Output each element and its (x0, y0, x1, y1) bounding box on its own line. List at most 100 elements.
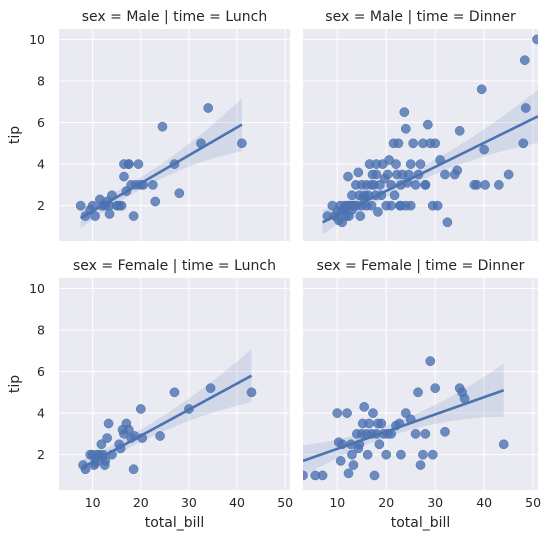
regression-line (80, 123, 243, 220)
data-point (480, 180, 490, 190)
data-point (520, 103, 531, 113)
facet-panel-4: sex = Female | time = Dinner 10 20 30 40 50 to… (303, 258, 541, 531)
data-point (389, 190, 400, 201)
data-point (418, 449, 428, 460)
data-point (386, 200, 396, 211)
x-tick-label: 50 (277, 495, 293, 510)
data-point (366, 200, 377, 211)
data-point (479, 144, 489, 155)
regression-line (322, 115, 538, 224)
data-point (430, 138, 441, 149)
plot-area (75, 98, 247, 229)
data-point (368, 408, 378, 418)
facet-title: sex = Male | time = Dinner (325, 9, 516, 25)
y-tick-label: 8 (37, 73, 45, 88)
data-point (415, 460, 426, 470)
data-point (355, 211, 366, 221)
x-tick-label: 40 (476, 495, 492, 510)
data-point (503, 169, 514, 180)
data-point (317, 470, 328, 481)
y-tick-label: 10 (29, 32, 45, 47)
data-point (342, 408, 352, 418)
data-point (376, 418, 387, 429)
data-point (119, 171, 129, 182)
data-point (353, 167, 364, 178)
facet-panel-3: sex = Female | time = Lunch 2 4 6 8 10 10 20 30 4… (7, 258, 293, 531)
data-point (203, 103, 214, 113)
data-point (128, 211, 139, 221)
data-point (393, 138, 404, 149)
x-tick-label: 50 (525, 495, 541, 510)
data-point (343, 468, 354, 479)
data-point (128, 464, 139, 475)
data-point (359, 402, 370, 412)
data-point (408, 138, 419, 149)
data-point (96, 439, 107, 450)
facet-panel-1: sex = Male | time = Lunch 2 4 6 8 10 tip (7, 9, 290, 241)
data-point (169, 387, 180, 398)
data-point (343, 171, 353, 182)
y-tick-label: 6 (37, 364, 45, 379)
data-point (371, 169, 382, 180)
x-tick-label: 30 (181, 495, 197, 510)
data-point (430, 383, 441, 394)
plot-area (303, 356, 509, 481)
y-tick-label: 8 (37, 322, 45, 337)
data-point (373, 207, 383, 217)
data-point (440, 426, 450, 437)
data-point (413, 387, 423, 398)
x-tick-label: 20 (133, 495, 149, 510)
regression-line (82, 374, 253, 469)
data-point (157, 121, 168, 132)
data-point (391, 159, 401, 169)
y-axis-label: tip (7, 126, 23, 144)
data-point (246, 387, 257, 398)
data-point (427, 449, 438, 460)
data-point (396, 449, 406, 460)
data-point (381, 449, 392, 460)
data-point (369, 470, 380, 481)
plot-area (78, 349, 257, 476)
data-point (174, 188, 185, 199)
data-point (442, 217, 453, 228)
y-tick-label: 4 (37, 406, 45, 421)
data-point (422, 119, 433, 130)
data-point (399, 107, 410, 117)
y-tick-label: 2 (37, 198, 45, 213)
data-point (454, 125, 465, 136)
facet-title: sex = Female | time = Dinner (317, 258, 525, 274)
data-point (410, 429, 421, 439)
data-point (332, 408, 343, 418)
data-point (400, 123, 411, 134)
y-axis-label: tip (7, 375, 23, 393)
y-tick-label: 2 (37, 447, 45, 462)
data-point (420, 429, 431, 439)
facet-title: sex = Male | time = Lunch (82, 9, 268, 25)
data-point (425, 356, 436, 366)
regression-line (303, 389, 505, 463)
data-point (415, 159, 426, 169)
data-point (410, 180, 421, 190)
data-point (147, 180, 158, 190)
data-point (237, 138, 247, 149)
x-tick-label: 30 (427, 495, 443, 510)
data-point (498, 439, 509, 450)
y-tick-label: 10 (29, 281, 45, 296)
data-point (476, 84, 487, 95)
data-point (471, 180, 482, 190)
y-tick-label: 6 (37, 115, 45, 130)
data-point (519, 55, 530, 66)
data-point (348, 460, 359, 470)
data-point (347, 449, 357, 460)
data-point (116, 200, 127, 211)
data-point (75, 200, 86, 211)
x-tick-label: 10 (329, 495, 345, 510)
data-point (205, 383, 216, 394)
data-point (432, 200, 443, 211)
data-point (493, 180, 504, 190)
x-axis-label: total_bill (145, 515, 205, 531)
data-point (104, 209, 115, 219)
data-point (135, 404, 146, 414)
x-tick-label: 10 (85, 495, 101, 510)
